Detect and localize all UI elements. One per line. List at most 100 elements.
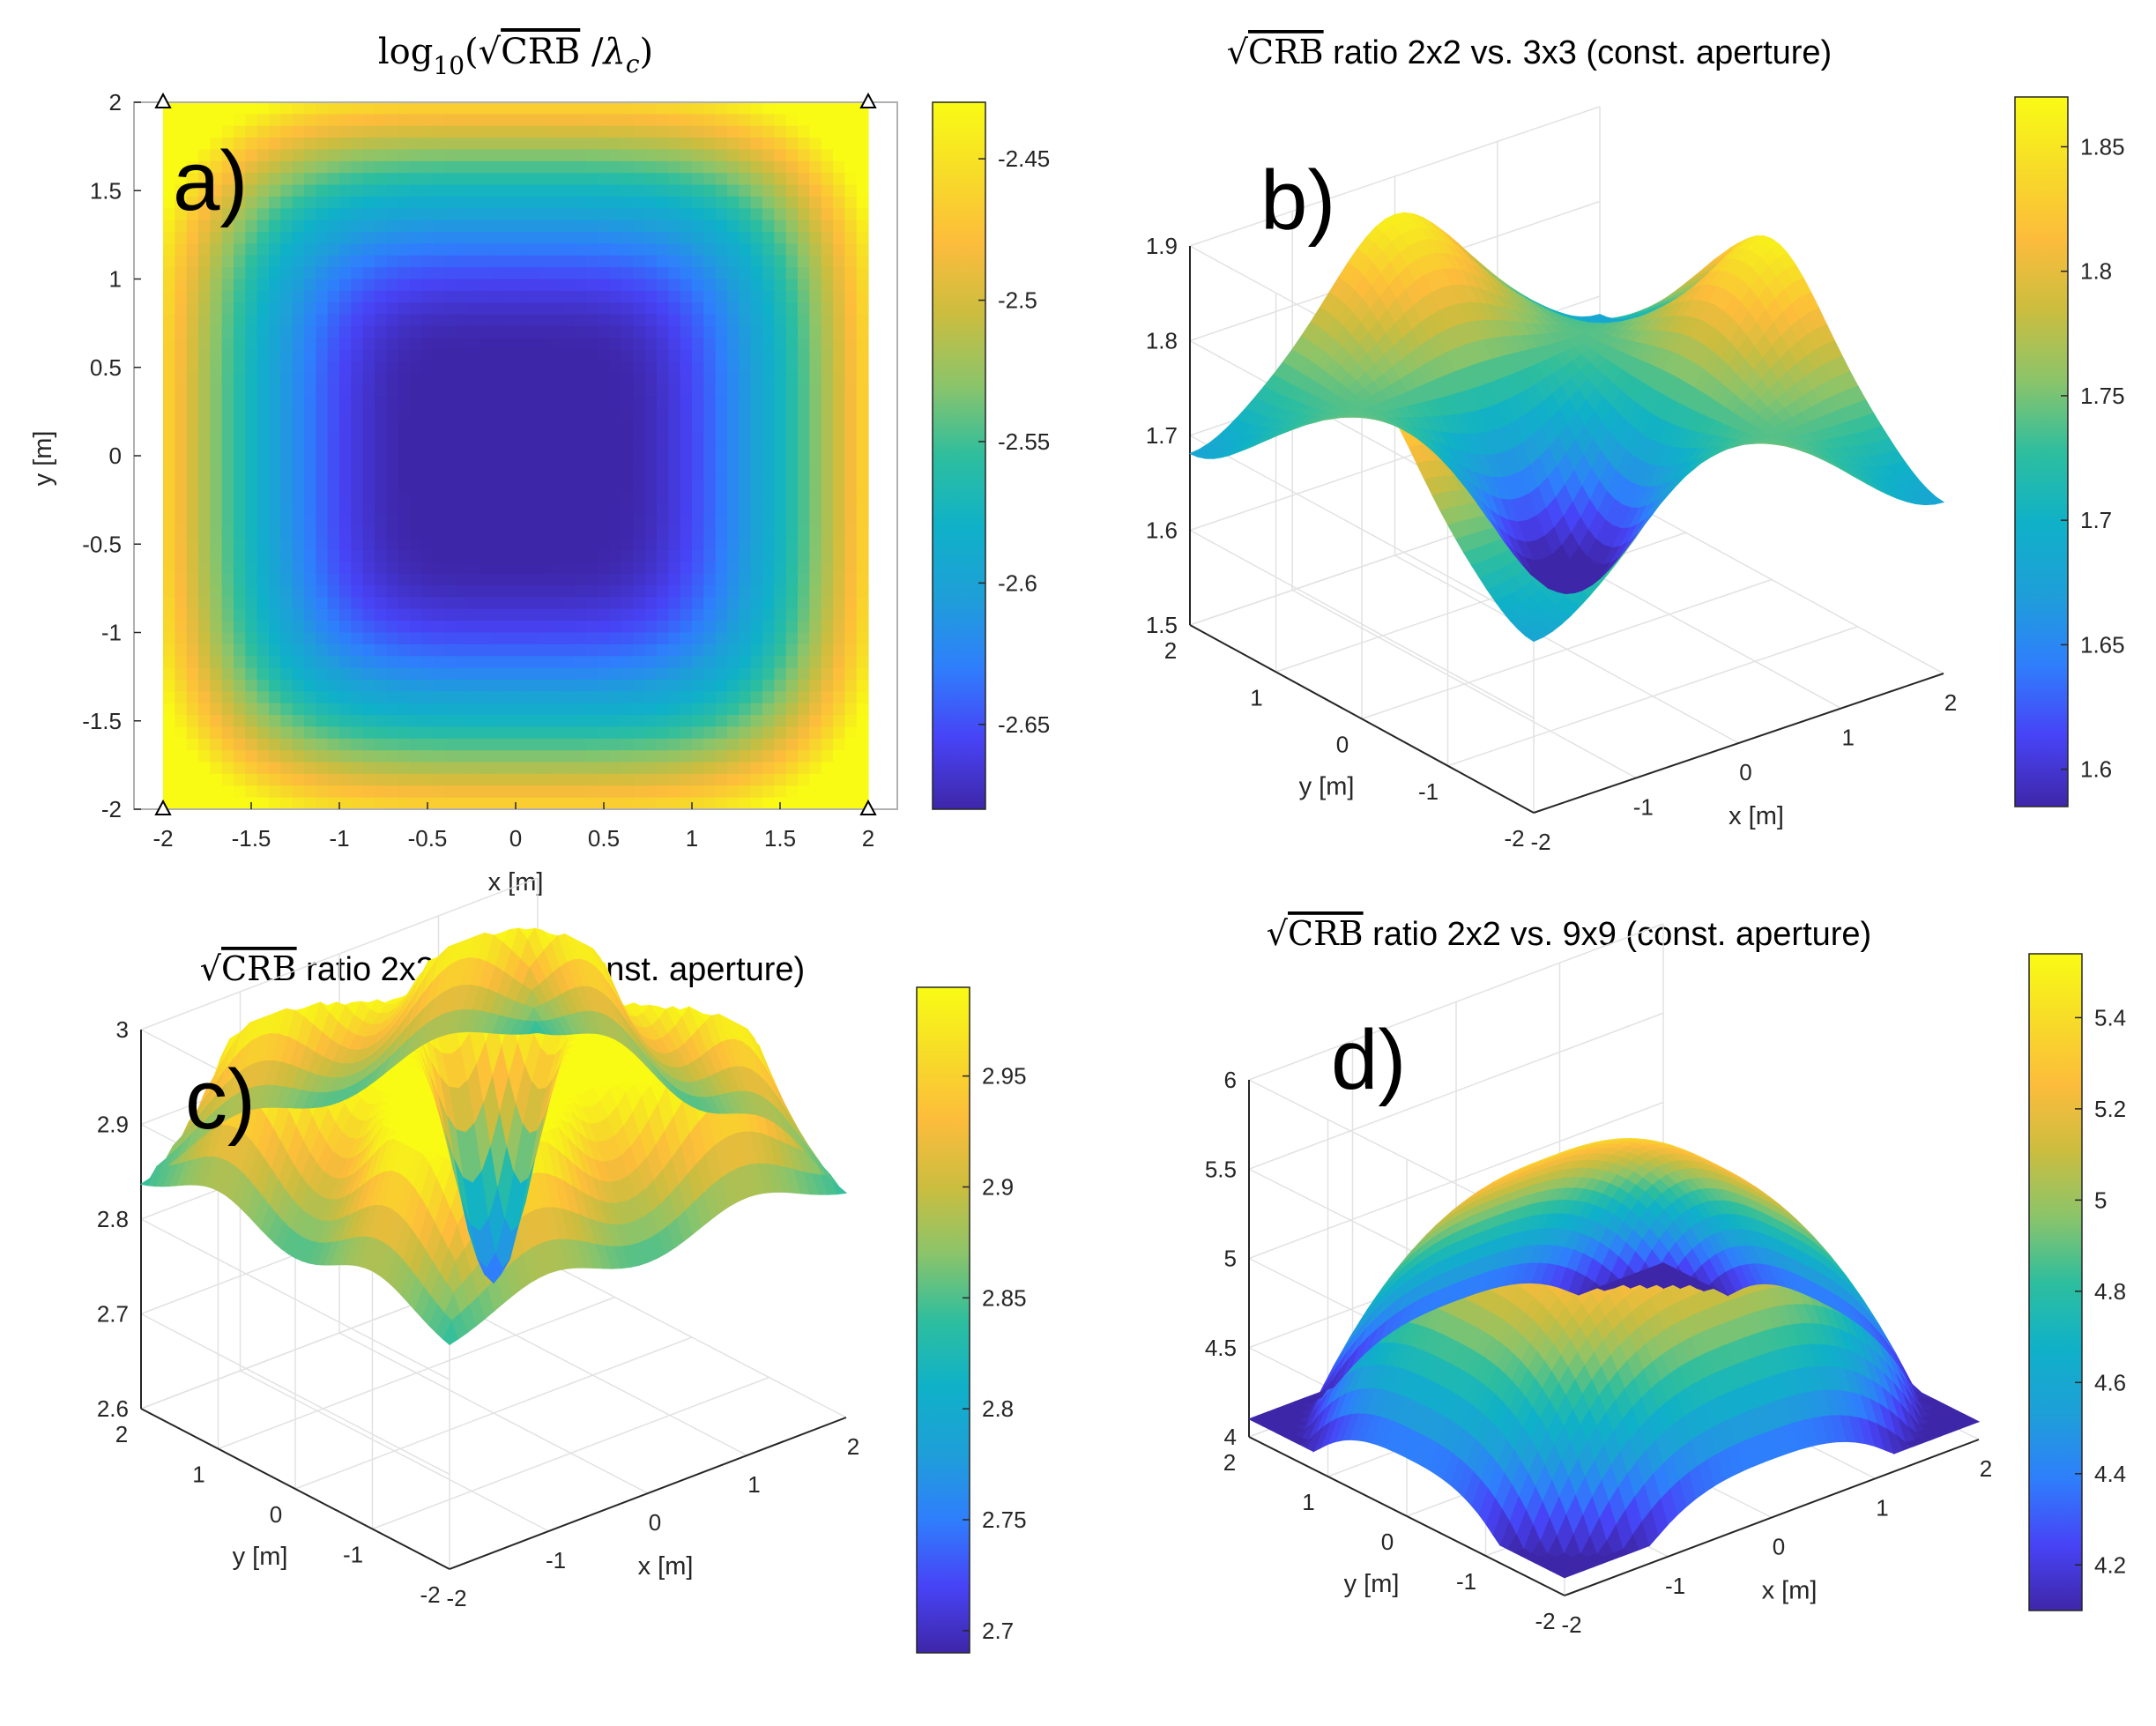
heatmap-cell: [762, 173, 775, 186]
heatmap-cell: [833, 608, 845, 621]
heatmap-cell: [175, 384, 188, 398]
heatmap-cell: [316, 314, 329, 327]
heatmap-cell: [304, 644, 316, 657]
heatmap-cell: [316, 467, 329, 480]
heatmap-cell: [292, 726, 305, 740]
heatmap-cell: [785, 420, 799, 433]
heatmap-cell: [292, 797, 305, 810]
heatmap-cell: [175, 338, 188, 351]
heatmap-cell: [562, 432, 576, 445]
heatmap-cell: [339, 632, 352, 645]
heatmap-cell: [468, 526, 481, 539]
heatmap-cell: [516, 302, 528, 316]
heatmap-cell: [750, 679, 763, 692]
heatmap-cell: [609, 267, 622, 280]
heatmap-cell: [644, 290, 658, 303]
heatmap-cell: [351, 562, 364, 575]
heatmap-cell: [421, 102, 435, 115]
heatmap-cell: [480, 667, 493, 681]
heatmap-cell: [327, 667, 340, 681]
heatmap-cell: [163, 361, 175, 375]
heatmap-cell: [316, 114, 329, 127]
heatmap-cell: [680, 373, 693, 386]
heatmap-cell: [163, 432, 175, 445]
heatmap-cell: [692, 361, 704, 375]
heatmap-cell: [785, 184, 799, 197]
heatmap-cell: [468, 762, 481, 775]
heatmap-cell: [186, 208, 199, 221]
heatmap-cell: [750, 361, 763, 375]
heatmap-cell: [327, 738, 340, 751]
heatmap-cell: [292, 491, 305, 504]
heatmap-cell: [410, 644, 422, 657]
heatmap-cell: [680, 562, 693, 575]
heatmap-cell: [657, 491, 669, 504]
heatmap-cell: [351, 750, 364, 763]
heatmap-cell: [186, 479, 199, 492]
heatmap-cell: [562, 738, 576, 751]
heatmap-cell: [715, 491, 728, 504]
heatmap-cell: [304, 160, 316, 174]
heatmap-cell: [304, 585, 316, 598]
heatmap-cell: [503, 160, 517, 174]
heatmap-cell: [245, 644, 258, 657]
heatmap-cell: [433, 384, 446, 398]
heatmap-cell: [574, 102, 587, 115]
heatmap-cell: [351, 149, 364, 162]
heatmap-cell: [785, 138, 799, 151]
heatmap-cell: [750, 597, 763, 610]
heatmap-cell: [327, 420, 340, 433]
heatmap-cell: [327, 208, 340, 221]
heatmap-cell: [245, 267, 258, 280]
heatmap-cell: [856, 349, 869, 362]
heatmap-cell: [292, 738, 305, 751]
heatmap-cell: [703, 102, 717, 115]
heatmap-cell: [715, 420, 728, 433]
heatmap-cell: [727, 632, 740, 645]
heatmap-cell: [375, 514, 387, 527]
heatmap-cell: [398, 502, 411, 516]
heatmap-cell: [468, 644, 481, 657]
heatmap-cell: [692, 691, 704, 704]
heatmap-cell: [186, 290, 199, 303]
heatmap-cell: [798, 160, 810, 174]
heatmap-cell: [703, 479, 717, 492]
heatmap-cell: [269, 644, 281, 657]
heatmap-cell: [186, 797, 199, 810]
heatmap-cell: [598, 667, 611, 681]
heatmap-cell: [269, 621, 281, 634]
heatmap-cell: [186, 762, 199, 775]
heatmap-cell: [175, 644, 188, 657]
heatmap-cell: [809, 644, 822, 657]
heatmap-cell: [492, 125, 505, 138]
heatmap-cell: [539, 467, 552, 480]
heatmap-cell: [269, 443, 281, 457]
heatmap-cell: [445, 597, 457, 610]
heatmap-cell: [186, 314, 199, 327]
heatmap-cell: [644, 149, 658, 162]
heatmap-cell: [445, 632, 457, 645]
heatmap-cell: [609, 208, 622, 221]
heatmap-cell: [480, 597, 493, 610]
heatmap-cell: [316, 621, 329, 634]
heatmap-cell: [245, 208, 258, 221]
heatmap-cell: [798, 797, 810, 810]
heatmap-cell: [621, 538, 634, 551]
heatmap-cell: [844, 349, 858, 362]
heatmap-cell: [539, 373, 552, 386]
heatmap-cell: [574, 691, 587, 704]
heatmap-cell: [621, 526, 634, 539]
heatmap-cell: [221, 184, 234, 197]
heatmap-cell: [527, 585, 540, 598]
heatmap-cell: [703, 573, 717, 586]
heatmap-cell: [809, 526, 822, 539]
heatmap-cell: [269, 597, 281, 610]
heatmap-cell: [762, 160, 775, 174]
heatmap-cell: [774, 738, 787, 751]
heatmap-cell: [503, 715, 517, 728]
heatmap-cell: [833, 243, 845, 257]
heatmap-cell: [598, 138, 611, 151]
heatmap-cell: [292, 338, 305, 351]
heatmap-cell: [492, 102, 505, 115]
heatmap-cell: [668, 349, 681, 362]
